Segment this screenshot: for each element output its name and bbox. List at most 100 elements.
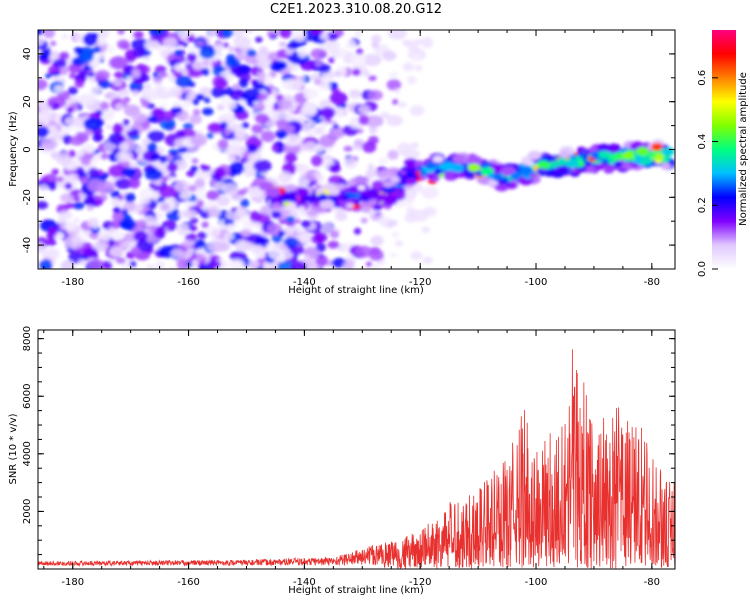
heatmap-cell xyxy=(215,78,229,89)
heatmap-y-tick-label: -20 xyxy=(22,189,33,205)
heatmap-cell xyxy=(305,172,316,182)
heatmap-cell xyxy=(207,122,224,133)
heatmap-cell xyxy=(365,168,379,178)
heatmap-cell xyxy=(240,198,250,208)
heatmap-cell xyxy=(419,170,428,177)
heatmap-cell xyxy=(114,178,132,190)
heatmap-cell xyxy=(101,153,109,159)
heatmap-cell xyxy=(175,75,192,88)
colorbar-tick-label: 0.0 xyxy=(697,261,708,277)
heatmap-cell xyxy=(606,143,622,154)
heatmap-cell xyxy=(105,124,112,130)
heatmap-cell xyxy=(112,211,124,222)
heatmap-cell xyxy=(315,242,327,253)
heatmap-cell xyxy=(66,106,74,114)
heatmap-cell xyxy=(297,48,308,58)
colorbar-tick-label: 0.4 xyxy=(697,134,708,150)
heatmap-cell xyxy=(112,123,124,134)
snr-x-tick-label: -100 xyxy=(525,577,548,588)
heatmap-cell xyxy=(169,266,177,269)
heatmap-cell xyxy=(57,90,70,101)
heatmap-cell xyxy=(109,257,118,264)
heatmap-cell xyxy=(278,230,286,237)
heatmap-cell xyxy=(452,154,466,164)
heatmap-cell xyxy=(319,107,336,119)
heatmap-cell xyxy=(362,54,382,66)
heatmap-x-tick-label: -120 xyxy=(409,277,432,288)
heatmap-cell xyxy=(51,75,63,84)
heatmap-cell xyxy=(371,264,379,269)
heatmap-cell xyxy=(411,54,421,62)
heatmap-cell xyxy=(565,159,580,169)
heatmap-cell xyxy=(256,71,267,81)
heatmap-cell xyxy=(446,157,453,162)
heatmap-cell xyxy=(614,161,623,168)
heatmap-cell xyxy=(78,93,97,106)
heatmap-cell xyxy=(286,42,298,50)
heatmap-cell xyxy=(87,72,95,78)
heatmap-cell xyxy=(94,70,110,81)
heatmap-cell xyxy=(162,37,178,49)
heatmap-cell xyxy=(354,245,373,258)
heatmap-cell xyxy=(285,152,298,163)
heatmap-cell xyxy=(414,160,424,167)
heatmap-cell xyxy=(382,180,394,188)
heatmap-cell xyxy=(135,145,148,155)
heatmap-cell xyxy=(201,107,214,116)
heatmap-cell xyxy=(310,155,323,167)
heatmap-cell xyxy=(299,232,313,246)
heatmap-cell xyxy=(292,30,306,42)
heatmap-cell xyxy=(583,150,592,156)
heatmap-cell xyxy=(248,259,260,269)
heatmap-cell xyxy=(195,193,206,200)
heatmap-cell xyxy=(315,188,325,194)
colorbar: 0.0 0.2 0.4 0.6 Normalized spectral amplitu… xyxy=(697,30,749,277)
heatmap-cell xyxy=(206,190,221,201)
heatmap-cell xyxy=(278,41,287,47)
heatmap-cell xyxy=(527,150,542,160)
heatmap-cell xyxy=(144,40,161,51)
heatmap-cell xyxy=(399,170,407,175)
heatmap-cell xyxy=(343,145,353,152)
heatmap-cell xyxy=(228,46,236,53)
heatmap-cell xyxy=(102,260,113,269)
heatmap-cell xyxy=(120,208,129,215)
heatmap-cell xyxy=(60,260,75,269)
heatmap-cell xyxy=(147,130,165,143)
heatmap-cell xyxy=(287,191,297,198)
heatmap-cell xyxy=(146,264,155,269)
heatmap-cell xyxy=(61,33,69,40)
heatmap-cell xyxy=(355,48,364,56)
heatmap-cell xyxy=(325,40,340,53)
heatmap-cell xyxy=(176,223,190,236)
heatmap-cell xyxy=(216,195,231,207)
heatmap-cell xyxy=(603,166,615,174)
heatmap-cell xyxy=(559,150,571,158)
heatmap-cell xyxy=(95,135,104,141)
heatmap-cell xyxy=(190,133,208,147)
heatmap-cell xyxy=(192,109,201,116)
heatmap-cell xyxy=(421,36,434,49)
heatmap-x-tick-label: -100 xyxy=(525,277,548,288)
colorbar-tick-label: 0.6 xyxy=(697,70,708,86)
heatmap-cell xyxy=(353,139,364,147)
colorbar-ramp xyxy=(712,30,736,269)
heatmap-cell xyxy=(271,202,282,209)
heatmap-cell xyxy=(91,223,99,229)
heatmap-cell xyxy=(421,226,430,234)
heatmap-cell xyxy=(214,43,225,52)
heatmap-cell xyxy=(108,226,115,233)
heatmap-cell xyxy=(313,145,325,153)
heatmap-cell xyxy=(56,233,64,240)
heatmap-cell xyxy=(660,162,672,170)
heatmap-cell xyxy=(569,170,580,177)
heatmap-cell xyxy=(347,185,359,193)
heatmap-cell xyxy=(224,145,242,157)
heatmap-cell xyxy=(360,206,371,213)
heatmap-cell xyxy=(314,231,328,243)
heatmap-cell xyxy=(213,167,226,179)
heatmap-cell xyxy=(397,101,407,108)
heatmap-cell xyxy=(92,46,101,54)
heatmap-cell xyxy=(329,164,341,173)
heatmap-cell xyxy=(41,247,60,261)
